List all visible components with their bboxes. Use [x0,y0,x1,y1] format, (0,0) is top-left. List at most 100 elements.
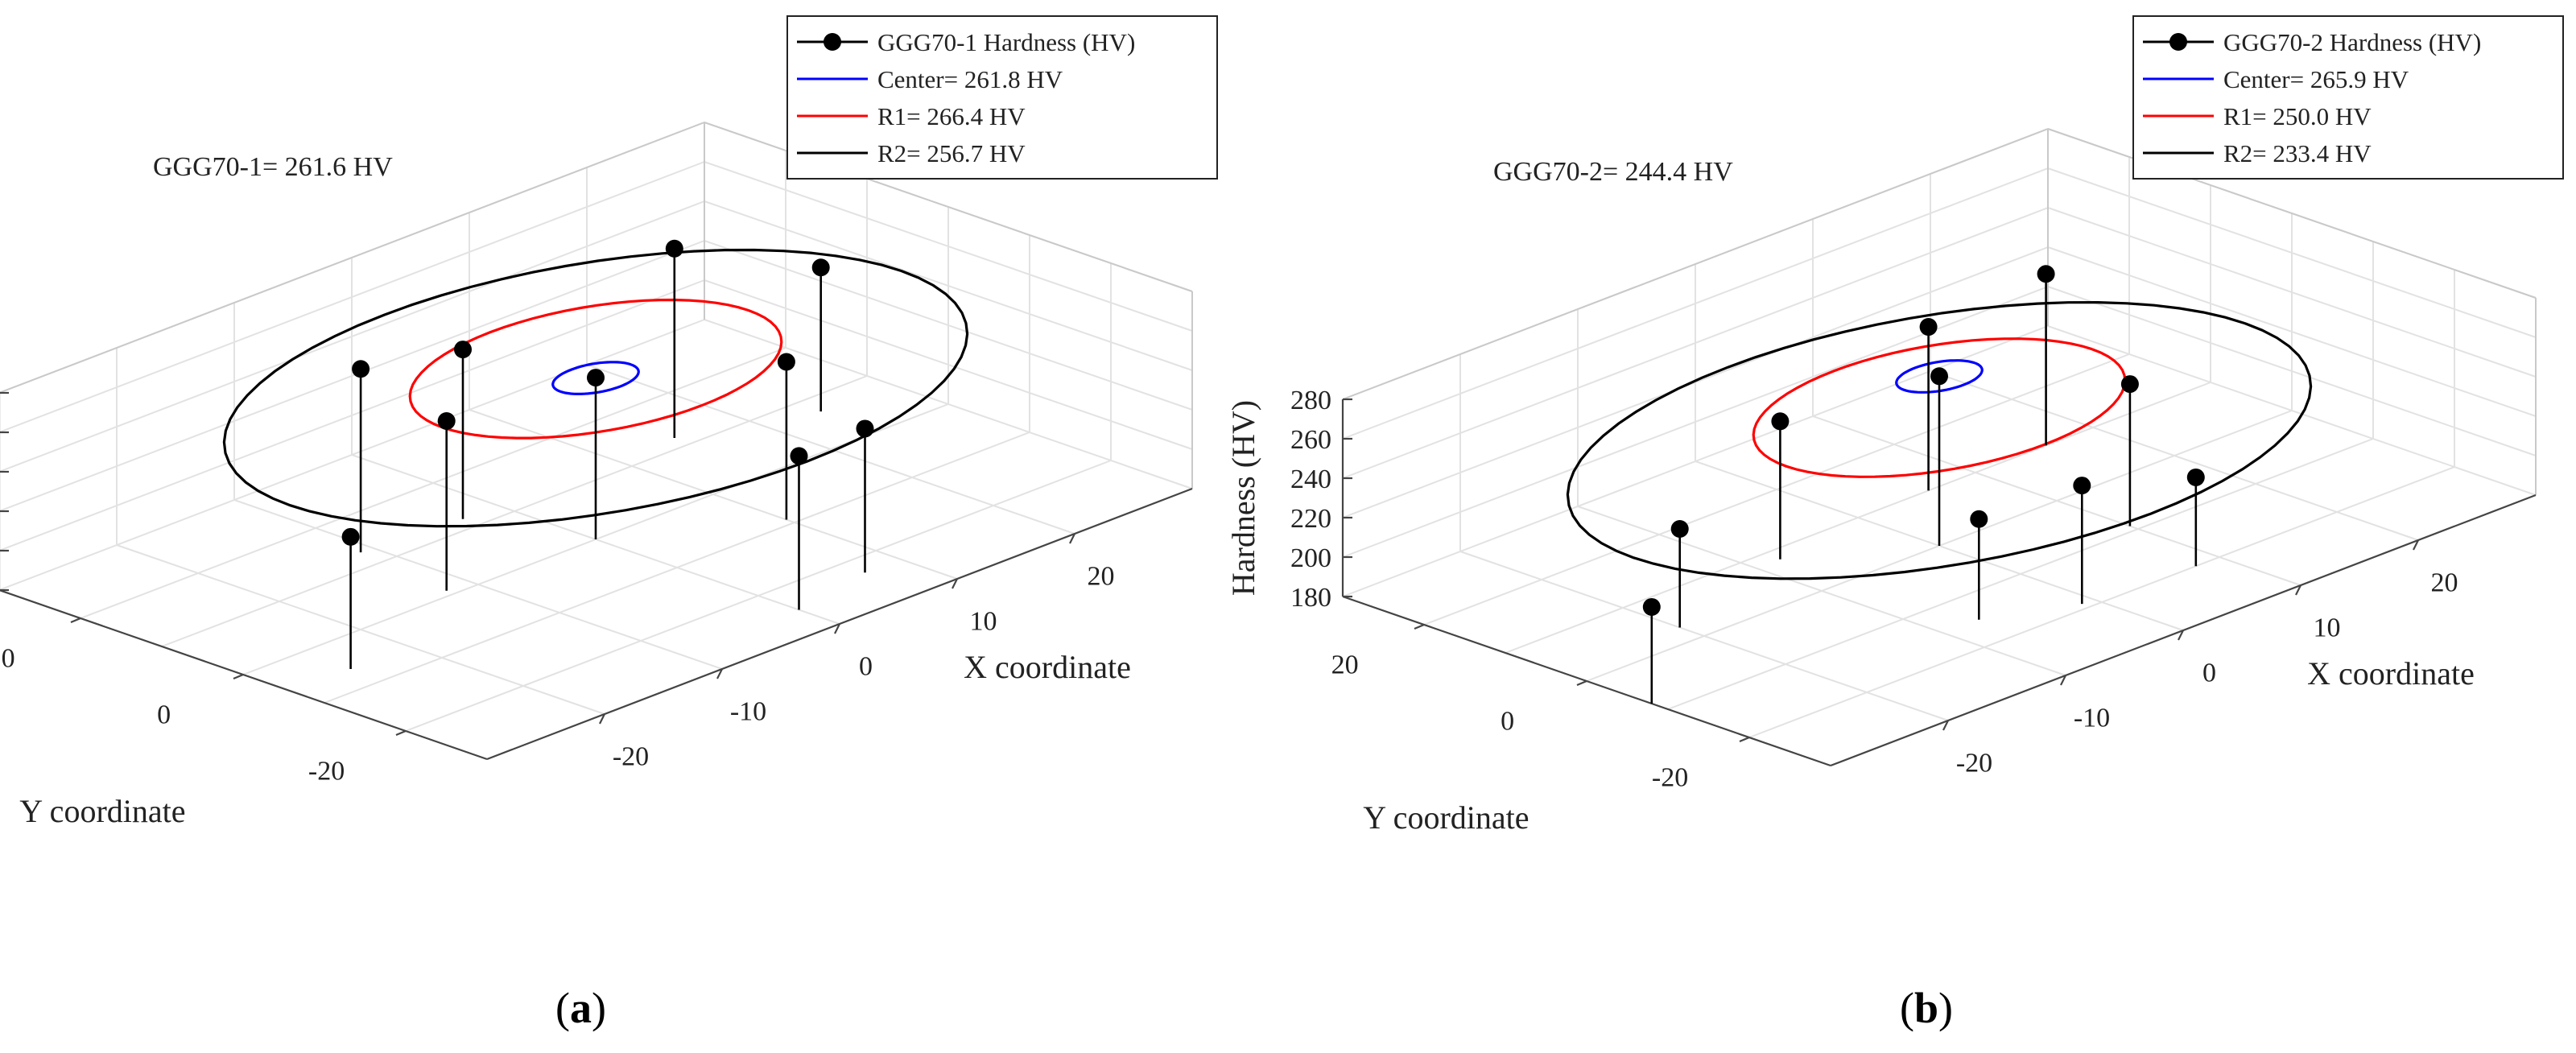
ring-r1 [1752,337,2127,478]
legend: GGG70-2 Hardness (HV) Center= 265.9 HV R1=… [2132,15,2564,180]
x-tick-mark [716,668,723,679]
subfigure-label: (a) [555,984,606,1032]
y-tick-mark [233,673,244,680]
stem-marker [1970,510,1988,528]
x-tick-mark [1942,720,1949,731]
z-tick-label: 200 [1290,543,1331,573]
x-tick-label: 0 [859,652,873,682]
z-axis-label: Hardness (HV) [1225,400,1261,596]
z-tick-label: 280 [1290,386,1331,415]
legend-entry: R1= 250.0 HV [2223,102,2372,130]
x-tick-mark [2413,539,2419,551]
box-edge [704,122,1193,292]
subfigure-letter: a [570,984,592,1032]
y-tick-label: 20 [0,643,15,673]
x-tick-label: 20 [1088,562,1115,592]
subfigure-paren-open: ( [555,984,570,1032]
y-tick-label: 20 [1331,650,1359,679]
chart-panel-a: 180200220240260280-20-1001020-20020Hardn… [0,15,1218,1032]
x-tick-label: 10 [970,607,997,637]
stem-marker [2120,375,2139,394]
stem-marker [856,419,874,438]
chart-panel-b: 180 200 220 240 260 280 -20 -10 0 10 20 -20 0 20 Hardn… [1225,15,2564,1032]
y-tick-label: 0 [157,700,171,729]
y-tick-mark [70,617,81,624]
x-tick-mark [599,713,605,725]
y-tick-label: -20 [1652,762,1688,792]
y-tick-mark [1414,623,1425,630]
x-axis-label: X coordinate [2307,655,2475,692]
x-axis-label: X coordinate [964,649,1131,685]
x-tick-mark [2178,630,2184,641]
stem-marker [454,341,472,359]
x-tick-label: 0 [2202,659,2216,688]
subfigure-letter: b [1914,984,1938,1032]
stem-marker [2037,265,2055,283]
mean-hardness-annotation: GGG70-2= 244.4 HV [1493,157,1733,187]
y-axis-label: Y coordinate [19,793,185,829]
x-tick-mark [1069,533,1075,544]
floor-gridline-y [80,347,786,619]
x-tick-mark [834,623,840,634]
stem-marker [352,360,370,378]
legend-marker [824,33,841,51]
z-tick-label: 260 [1290,425,1331,455]
legend-box [2132,15,2564,180]
subfigure-label: (b) [1900,984,1953,1032]
ring-center [1895,359,1984,394]
y-tick-label: -20 [308,756,345,786]
legend-entry: R2= 256.7 HV [877,139,1026,167]
x-tick-label: -10 [730,697,766,727]
x-tick-label: -20 [1956,749,1992,778]
legend-entry: R1= 266.4 HV [877,102,1026,130]
x-tick-mark [2060,675,2066,686]
x-tick-label: 20 [2431,568,2458,598]
stem-marker [1771,412,1790,431]
legend-marker [2169,33,2187,51]
subfigure-paren-close: ) [1938,984,1953,1032]
subfigure-paren-open: ( [1900,984,1914,1032]
x-tick-label: -10 [2074,704,2110,733]
z-tick-label: 180 [1290,583,1331,613]
floor-gridline-y [1423,353,2130,626]
box-edge [0,122,705,394]
stem-marker [1670,520,1689,538]
ring-center [551,361,640,395]
legend-entry: Center= 265.9 HV [2223,65,2409,93]
x-tick-label: -20 [613,742,649,772]
subfigure-paren-close: ) [592,984,606,1032]
x-tick-mark [952,578,958,589]
x-tick-label: 10 [2314,613,2341,643]
stem-marker [2073,477,2091,495]
box-edge [2047,128,2537,299]
z-tick-label: 240 [1290,465,1331,494]
stem-marker [777,353,795,371]
legend: GGG70-1 Hardness (HV) Center= 261.8 HV R1=… [786,15,1218,180]
y-tick-label: 0 [1501,706,1514,736]
z-tick-label: 220 [1290,504,1331,534]
ring-r2 [222,248,969,528]
legend-entry: GGG70-1 Hardness (HV) [877,28,1135,56]
mean-hardness-annotation: GGG70-1= 261.6 HV [153,152,393,182]
stem-marker [1919,318,1938,337]
x-tick-mark [2295,584,2301,596]
legend-box [786,15,1218,180]
legend-entry: R2= 233.4 HV [2223,139,2372,167]
stem-marker [811,258,830,277]
stem-marker [341,527,360,546]
y-axis-label: Y coordinate [1363,799,1529,836]
box-edge [1342,128,2049,400]
legend-entry: GGG70-2 Hardness (HV) [2223,28,2481,56]
stem-marker [790,447,808,465]
stem-marker [2186,468,2205,486]
stem-marker [437,412,456,430]
stem-marker [1642,597,1661,616]
stem-marker [587,369,605,387]
ring-r2 [1566,300,2313,580]
y-tick-mark [1739,736,1750,743]
stem-marker [665,239,683,258]
y-tick-mark [395,729,407,737]
y-tick-mark [1576,679,1587,687]
stem-marker [1930,367,1948,386]
